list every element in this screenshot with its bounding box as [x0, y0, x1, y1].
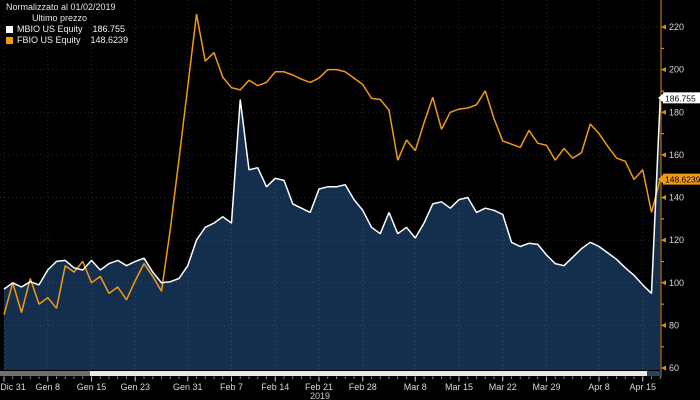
- x-axis-year-label: 2019: [310, 391, 330, 400]
- fbio-last-price-text: 148.6239: [665, 175, 700, 185]
- y-tick-marker: [661, 195, 666, 200]
- y-tick-marker: [661, 365, 666, 371]
- y-tick-label: 160: [669, 150, 684, 160]
- mbio-series-label: MBIO US Equity: [17, 24, 83, 34]
- x-tick-label: Mar 8: [404, 382, 427, 392]
- mbio-series-swatch: [6, 26, 13, 33]
- legend-title: Normalizzato al 01/02/2019: [6, 2, 116, 12]
- fbio-series-swatch: [6, 37, 13, 44]
- timeline-scrollbar-right[interactable]: [647, 371, 661, 376]
- y-tick-marker: [661, 237, 666, 243]
- y-minor-tick: [661, 260, 664, 263]
- x-tick-label: Mar 15: [445, 382, 473, 392]
- mbio-last-price-text: 186.755: [665, 93, 696, 103]
- x-tick-label: Feb 28: [349, 382, 377, 392]
- x-tick-label: Gen 23: [120, 382, 150, 392]
- mbio-area-fill: [4, 97, 661, 371]
- x-tick-label: Mar 29: [532, 382, 560, 392]
- mbio-series-value: 186.755: [92, 24, 126, 34]
- fbio-last-price-badge: [663, 173, 700, 185]
- y-tick-label: 100: [669, 278, 684, 288]
- y-tick-marker: [661, 152, 666, 158]
- x-tick-label: Feb 7: [220, 382, 243, 392]
- x-tick-label: Feb 14: [261, 382, 289, 392]
- legend-series-mbio[interactable]: MBIO US Equity 186.755: [6, 24, 128, 35]
- y-minor-tick: [661, 133, 664, 135]
- x-tick-label: Feb 21: [305, 382, 333, 392]
- legend-subtitle: Ultimo prezzo: [32, 13, 88, 23]
- x-tick-label: Gen 8: [35, 382, 60, 392]
- y-tick-label: 120: [669, 235, 684, 245]
- y-tick-marker: [661, 109, 666, 115]
- y-tick-label: 180: [669, 107, 684, 117]
- y-minor-tick: [661, 303, 664, 305]
- legend-series-fbio[interactable]: FBIO US Equity 148.6239: [6, 35, 128, 46]
- y-tick-marker: [661, 67, 666, 73]
- y-minor-tick: [661, 90, 664, 92]
- fbio-price-line: [3, 14, 661, 315]
- mbio-badge-pointer: [658, 93, 663, 102]
- y-tick-marker: [661, 322, 666, 328]
- x-tick-label: Apr 15: [629, 382, 656, 392]
- x-tick-label: Dic 31: [0, 382, 26, 392]
- y-minor-tick: [661, 218, 664, 220]
- y-tick-label: 140: [669, 193, 684, 203]
- x-tick-label: Gen 31: [173, 382, 203, 392]
- timeline-scrollbar-left[interactable]: [0, 371, 90, 376]
- timeline-scrollbar-thumb[interactable]: [90, 371, 647, 376]
- y-minor-tick: [661, 346, 664, 348]
- mbio-price-line: [3, 97, 661, 294]
- chart-legend: Normalizzato al 01/02/2019 Ultimo prezzo…: [6, 2, 128, 46]
- y-tick-label: 60: [669, 363, 679, 373]
- x-tick-label: Mar 22: [489, 382, 517, 392]
- y-minor-tick: [661, 47, 664, 50]
- y-tick-marker: [661, 280, 666, 286]
- mbio-last-price-badge: [663, 92, 700, 104]
- fbio-series-label: FBIO US Equity: [17, 35, 81, 45]
- fbio-series-value: 148.6239: [90, 35, 129, 45]
- y-tick-label: 200: [669, 65, 684, 75]
- x-tick-label: Gen 15: [77, 382, 107, 392]
- fbio-badge-pointer: [658, 175, 663, 184]
- y-tick-label: 80: [669, 320, 679, 330]
- x-tick-label: Apr 8: [588, 382, 610, 392]
- y-tick-marker: [661, 24, 666, 30]
- y-tick-label: 220: [669, 22, 684, 32]
